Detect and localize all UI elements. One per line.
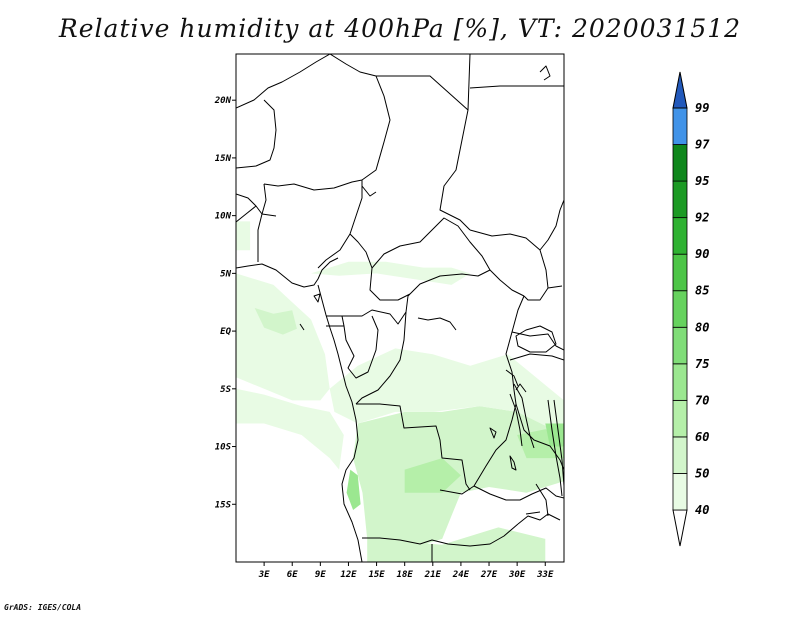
lon-tick-label: 15E [368, 570, 385, 580]
lon-tick-label: 12E [340, 570, 357, 580]
lat-tick-label: EQ [220, 327, 231, 337]
colorbar-segment [672, 217, 688, 255]
humidity-shading [236, 221, 564, 562]
latitude-axis: 20N 15N 10N 5N EQ 5S 10S 15S [214, 96, 236, 510]
lon-tick-label: 21E [424, 570, 442, 580]
lon-tick-label: 30E [508, 570, 526, 580]
lon-tick-label: 33E [536, 570, 554, 580]
colorbar-segment [672, 436, 688, 474]
lon-tick-label: 9E [315, 570, 326, 580]
country-borders [236, 54, 564, 562]
humidity-region-atlantic-southwest [236, 388, 344, 470]
colorbar-label: 80 [695, 320, 709, 334]
map-frame [235, 53, 565, 563]
lon-tick-label: 24E [452, 570, 470, 580]
lat-tick-label: 10S [215, 443, 232, 453]
colorbar-label: 97 [695, 138, 710, 152]
lat-tick-label: 20N [214, 96, 232, 106]
colorbar-segment [672, 399, 688, 438]
humidity-region-central-african-strip [311, 261, 471, 285]
lon-tick-label: 3E [258, 570, 270, 580]
colorbar-low-arrow [672, 509, 688, 547]
colorbar-label: 92 [695, 211, 709, 225]
colorbar-segment [672, 473, 688, 511]
colorbar-label: 60 [695, 430, 709, 444]
grads-credit: GrADS: IGES/COLA [4, 603, 82, 612]
colorbar: 40 50 60 70 75 80 85 90 92 95 97 99 [672, 71, 710, 547]
lat-tick-label: 5S [220, 385, 231, 395]
humidity-region-west-strip-south [236, 313, 265, 378]
colorbar-label: 50 [695, 466, 709, 480]
colorbar-high-arrow [672, 71, 688, 109]
humidity-region-angola-coastal-high [346, 469, 361, 510]
lat-tick-label: 15S [215, 500, 232, 510]
colorbar-segment [672, 180, 688, 219]
colorbar-label: 90 [695, 247, 709, 261]
colorbar-segment [672, 363, 688, 401]
lat-tick-label: 15N [215, 154, 232, 164]
lat-tick-label: 10N [215, 212, 232, 222]
colorbar-label: 85 [695, 284, 709, 298]
colorbar-label: 40 [695, 503, 709, 517]
lon-tick-label: 6E [287, 570, 298, 580]
lat-tick-label: 5N [220, 269, 231, 279]
colorbar-label: 75 [695, 357, 709, 371]
lon-tick-label: 27E [480, 570, 498, 580]
lon-tick-label: 18E [397, 570, 414, 580]
humidity-region-west-strip-north [236, 221, 251, 251]
humidity-region-gulf-of-guinea-west [236, 273, 330, 401]
colorbar-segment [672, 107, 688, 145]
humidity-region-gulf-patch [254, 308, 297, 335]
colorbar-segment [672, 253, 688, 292]
chart-title: Relative humidity at 400hPa [%], VT: 202… [58, 14, 742, 43]
colorbar-label: 95 [695, 174, 709, 188]
colorbar-segment [672, 144, 688, 182]
humidity-region-angola-interior [353, 406, 564, 551]
humidity-region-angola-band-high [404, 458, 461, 493]
colorbar-segment [672, 290, 688, 328]
colorbar-label: 99 [695, 101, 709, 115]
colorbar-label: 70 [695, 393, 709, 407]
longitude-axis: 3E 6E 9E 12E 15E 18E 21E 24E 27E 30E 33E [258, 562, 554, 580]
colorbar-segment [672, 326, 688, 365]
humidity-region-congo-basin [329, 348, 564, 435]
